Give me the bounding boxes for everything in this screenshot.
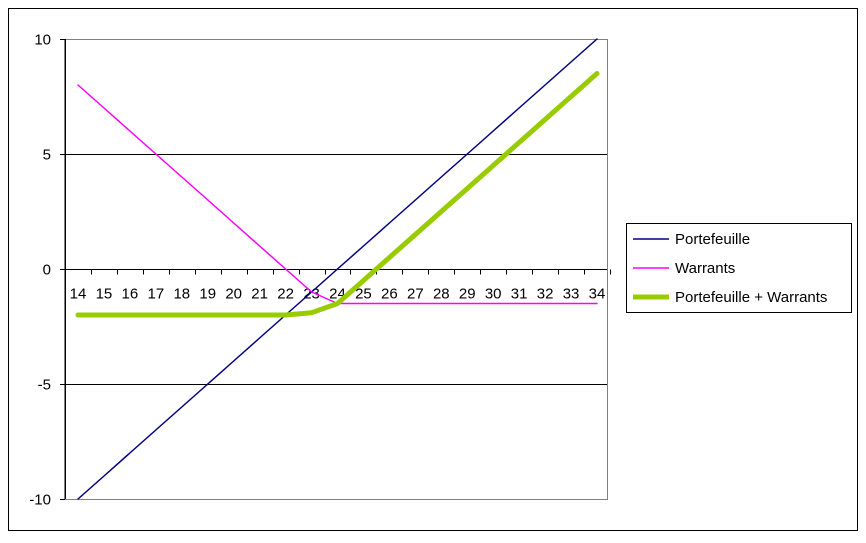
y-tick-label: -5 (38, 377, 51, 394)
legend-label-portefeuille: Portefeuille (675, 231, 750, 248)
x-tick-label: 14 (70, 286, 87, 303)
x-tick-label: 21 (251, 286, 268, 303)
legend-label-warrants: Warrants (675, 260, 735, 277)
y-tick-label: 0 (43, 262, 51, 279)
x-tick-label: 16 (122, 286, 139, 303)
legend-label-portefeuille-plus-warrants: Portefeuille + Warrants (675, 289, 827, 306)
y-tick-label: -10 (29, 492, 51, 509)
x-tick-label: 31 (511, 286, 528, 303)
y-tick-label: 5 (43, 147, 51, 164)
x-tick-label: 30 (485, 286, 502, 303)
x-tick-label: 29 (459, 286, 476, 303)
x-tick-label: 23 (303, 286, 320, 303)
x-tick-label: 19 (199, 286, 216, 303)
x-tick-label: 32 (537, 286, 554, 303)
x-tick-label: 28 (433, 286, 450, 303)
x-tick-label: 22 (277, 286, 294, 303)
x-tick-label: 27 (407, 286, 424, 303)
x-tick-label: 20 (225, 286, 242, 303)
y-tick-label: 10 (34, 32, 51, 49)
x-tick-label: 34 (589, 286, 606, 303)
x-tick-label: 17 (148, 286, 165, 303)
series-line-portefeuille-warrants (75, 71, 600, 318)
x-tick-label: 26 (381, 286, 398, 303)
x-tick-label: 18 (173, 286, 190, 303)
series-lines (75, 38, 600, 500)
x-tick-label: 33 (563, 286, 580, 303)
x-axis-tick-labels: 14 15 16 17 18 19 20 21 22 23 24 25 26 27 28 29 30 31 32 33… (70, 286, 606, 303)
x-tick-label: 15 (96, 286, 113, 303)
legend: Portefeuille Warrants Portefeuille + War… (626, 223, 852, 313)
x-tick-label: 25 (355, 286, 372, 303)
axes (60, 39, 611, 500)
y-axis-tick-labels: 10 5 0 -5 -10 (29, 32, 51, 509)
series-line-portefeuille (77, 38, 598, 500)
